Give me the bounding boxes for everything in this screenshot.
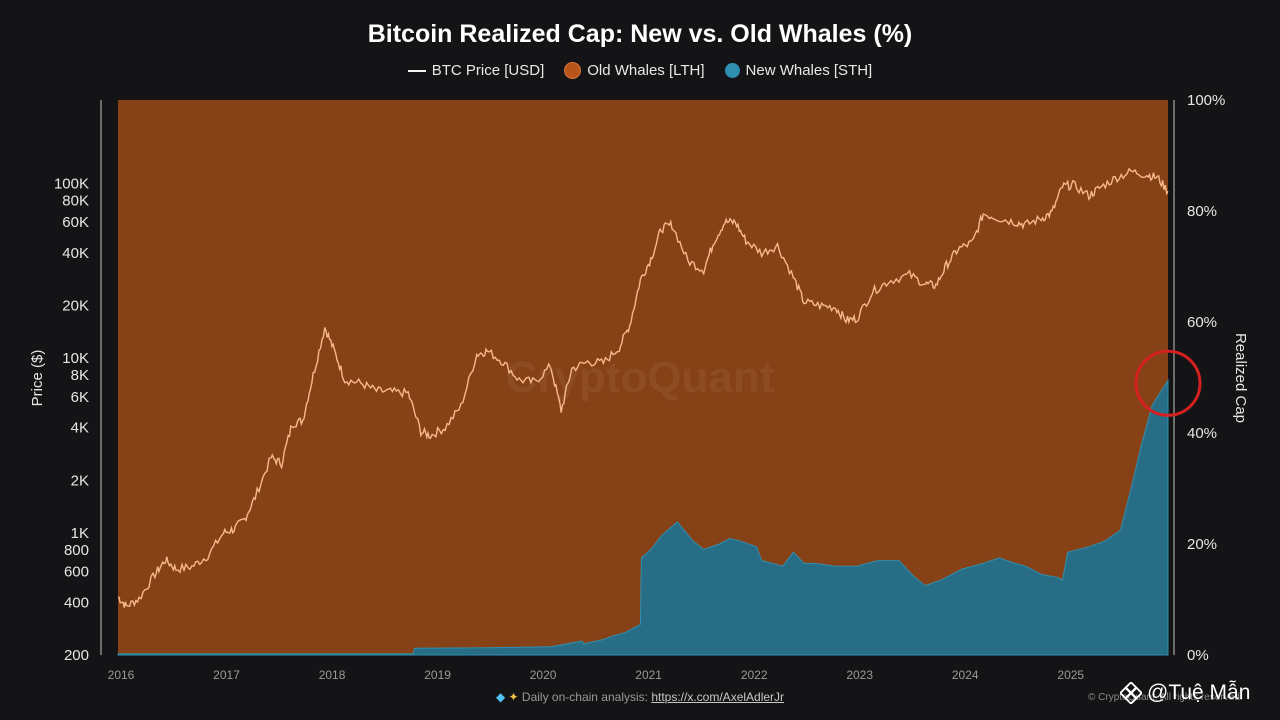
y-left-tick-label: 80K (62, 192, 89, 209)
copyright-text: © CryptoQuant. All rights reserved. (1088, 692, 1243, 703)
y-left-tick-label: 1K (71, 525, 89, 542)
x-tick-label: 2024 (952, 668, 979, 682)
y-left-tick-label: 100K (54, 175, 89, 192)
y-left-tick-label: 8K (71, 367, 89, 384)
line-icon (407, 69, 426, 72)
brand-handle: @Tuệ Mẫn (1147, 681, 1251, 704)
x-tick-label: 2023 (846, 668, 873, 682)
y-left-tick-label: 800 (64, 542, 89, 559)
x-tick-label: 2017 (213, 668, 240, 682)
legend-item-old-whales[interactable]: Old Whales [LTH] (564, 62, 705, 79)
y-right-tick-label: 100% (1187, 92, 1225, 109)
y-left-axis-title: Price ($) (29, 350, 46, 407)
x-tick-label: 2020 (530, 668, 557, 682)
chart-legend: BTC Price [USD] Old Whales [LTH] New Wha… (0, 62, 1280, 79)
dot-icon (564, 62, 582, 79)
y-left-tick-label: 4K (71, 420, 89, 437)
y-left-tick-label: 20K (62, 298, 89, 315)
x-tick-label: 2016 (108, 668, 135, 682)
x-tick-label: 2019 (424, 668, 451, 682)
x-tick-label: 2018 (319, 668, 346, 682)
brand-watermark: @Tuệ Mẫn (1120, 681, 1250, 705)
watermark: CryptoQuant (506, 353, 775, 402)
y-left-tick-label: 10K (62, 350, 89, 367)
dot-icon (724, 63, 740, 78)
y-left-tick-label: 400 (64, 594, 89, 611)
y-left-tick-label: 6K (71, 389, 89, 406)
legend-label: BTC Price [USD] (431, 62, 545, 79)
y-left-tick-label: 40K (62, 245, 89, 262)
y-left-tick-label: 600 (64, 564, 89, 581)
footer: ◆ ✦ Daily on-chain analysis: https://x.c… (0, 690, 1280, 704)
legend-item-new-whales[interactable]: New Whales [STH] (724, 62, 873, 79)
raised-hands-icon: ✦ (508, 690, 519, 704)
legend-item-btc-price[interactable]: BTC Price [USD] (407, 62, 545, 79)
binance-icon (1120, 682, 1142, 704)
footer-text: Daily on-chain analysis: (521, 690, 648, 704)
x-tick-label: 2022 (741, 668, 768, 682)
btc-price-line (117, 167, 1169, 608)
y-right-tick-label: 80% (1187, 203, 1217, 220)
y-right-tick-label: 60% (1187, 314, 1217, 331)
y-left-tick-label: 200 (64, 647, 89, 664)
y-right-tick-label: 20% (1187, 536, 1217, 553)
y-right-tick-label: 40% (1187, 425, 1217, 442)
y-right-axis-title: Realized Cap (1232, 333, 1249, 423)
y-right-tick-label: 0% (1187, 647, 1209, 664)
gem-icon: ◆ (495, 690, 506, 704)
new-whales-area (117, 378, 1169, 656)
legend-label: Old Whales [LTH] (587, 62, 705, 79)
x-tick-label: 2021 (635, 668, 662, 682)
chart-title: Bitcoin Realized Cap: New vs. Old Whales… (367, 20, 913, 48)
legend-label: New Whales [STH] (745, 62, 873, 79)
y-left-tick-label: 60K (62, 214, 89, 231)
x-tick-label: 2025 (1057, 668, 1084, 682)
y-left-tick-label: 2K (71, 472, 89, 489)
footer-link[interactable]: https://x.com/AxelAdlerJr (651, 690, 785, 704)
highlight-circle (1134, 349, 1202, 417)
